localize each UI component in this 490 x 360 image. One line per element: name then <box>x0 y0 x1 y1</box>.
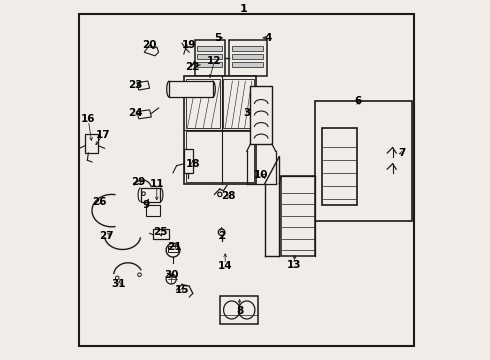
Bar <box>250 86 272 144</box>
Text: 11: 11 <box>149 179 164 189</box>
Text: 13: 13 <box>286 260 301 270</box>
Bar <box>170 81 213 97</box>
Bar <box>281 176 315 256</box>
Text: 24: 24 <box>128 108 143 118</box>
Bar <box>184 149 193 173</box>
Text: 22: 22 <box>186 62 200 72</box>
Text: 3: 3 <box>243 108 250 118</box>
Bar <box>184 76 256 184</box>
Text: 9: 9 <box>143 200 149 210</box>
Text: 2: 2 <box>218 231 225 241</box>
Bar <box>220 296 258 324</box>
Bar <box>232 62 263 67</box>
Bar <box>197 62 222 67</box>
Text: 23: 23 <box>128 80 143 90</box>
Bar <box>186 79 220 128</box>
Bar <box>232 46 263 51</box>
Text: 12: 12 <box>207 56 221 66</box>
Text: 29: 29 <box>132 177 146 187</box>
Bar <box>141 188 160 202</box>
Text: 17: 17 <box>96 130 110 140</box>
Bar <box>186 131 254 182</box>
Text: 21: 21 <box>168 242 182 252</box>
Text: 31: 31 <box>112 279 126 289</box>
Text: 16: 16 <box>81 114 96 124</box>
Text: 5: 5 <box>215 33 221 43</box>
Text: 28: 28 <box>221 191 236 201</box>
Text: 8: 8 <box>236 306 243 316</box>
Text: 14: 14 <box>218 261 233 271</box>
Text: 4: 4 <box>265 33 272 43</box>
Text: 19: 19 <box>182 40 196 50</box>
Text: 1: 1 <box>239 4 247 14</box>
Bar <box>229 40 267 76</box>
Text: 18: 18 <box>186 159 200 169</box>
Text: 6: 6 <box>355 96 362 106</box>
Bar <box>322 128 357 205</box>
Text: 15: 15 <box>175 285 189 295</box>
Text: 20: 20 <box>143 40 157 50</box>
Bar <box>197 54 222 59</box>
Bar <box>197 46 222 51</box>
Bar <box>153 229 170 239</box>
Bar <box>168 246 178 252</box>
Text: 25: 25 <box>153 227 168 237</box>
Bar <box>223 79 254 128</box>
Bar <box>232 54 263 59</box>
Bar <box>315 101 413 221</box>
Bar <box>146 205 160 216</box>
Bar <box>85 134 98 153</box>
Bar <box>195 40 225 76</box>
Text: 26: 26 <box>92 197 106 207</box>
Text: 7: 7 <box>398 148 405 158</box>
Text: 27: 27 <box>99 231 114 241</box>
Text: 30: 30 <box>164 270 178 280</box>
Text: 10: 10 <box>254 170 269 180</box>
